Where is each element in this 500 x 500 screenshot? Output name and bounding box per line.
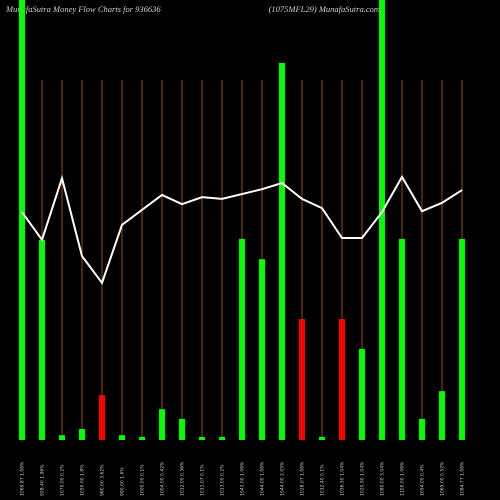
- bar: [39, 239, 45, 440]
- money-flow-line: [21, 174, 463, 286]
- bar: [219, 436, 225, 440]
- bar: [119, 435, 125, 440]
- x-tick-label: 1028.07 1.06%: [300, 461, 306, 496]
- x-tick-label: 990.00 1.6%: [120, 467, 126, 496]
- x-tick-label: 1044.00 2.05%: [280, 461, 286, 496]
- bar: [459, 238, 465, 440]
- x-tick-label: 1036.50 1.04%: [340, 461, 346, 496]
- chart-subtitle: (1075MFL29) MunafaSutra.com: [269, 4, 380, 14]
- x-tick-label: 1080.00 3.04%: [380, 461, 386, 496]
- x-tick-label: 1020.90 1.04%: [360, 461, 366, 496]
- x-tick-label: 1084.77 1.06%: [460, 461, 466, 496]
- bar: [279, 62, 285, 441]
- bar: [299, 319, 305, 440]
- bar: [379, 0, 385, 440]
- bar: [419, 418, 425, 440]
- chart-title: MunafaSutra Money Flow Charts for 936636: [5, 4, 161, 14]
- x-tick-label: 1012.40 0.1%: [320, 464, 326, 496]
- bar: [339, 319, 345, 440]
- x-tick-label: 1011.07 0.1%: [200, 464, 206, 496]
- x-tick-label: 928.40 1.96%: [40, 464, 46, 496]
- bar: [179, 418, 185, 440]
- bar: [319, 436, 325, 440]
- x-tick-label: 1069.87 1.06%: [20, 461, 26, 496]
- bar: [99, 395, 105, 440]
- x-tick-label: 960.00 3.62%: [100, 464, 106, 496]
- bar: [239, 238, 245, 440]
- x-tick-label: 1050.00 1.8%: [80, 464, 86, 496]
- bar: [439, 391, 445, 440]
- bar: [199, 436, 205, 440]
- bar: [139, 436, 145, 440]
- bar: [159, 409, 165, 440]
- bar: [359, 348, 365, 440]
- bar: [259, 259, 265, 440]
- x-tick-label: 1070.00 0.2%: [60, 464, 66, 496]
- x-tick-label: 1100.00 1.06%: [400, 461, 406, 496]
- x-tick-label: 1044.00 1.06%: [260, 461, 266, 496]
- bar: [399, 238, 405, 440]
- x-tick-label: 1013.00 0.2%: [220, 464, 226, 496]
- x-tick-label: 1065.00 0.52%: [440, 461, 446, 496]
- x-tick-label: 1042.00 1.06%: [240, 461, 246, 496]
- bar: [59, 435, 65, 440]
- x-tick-label: 1012.00 0.36%: [180, 461, 186, 496]
- x-tick-label: 1000.00 0.1%: [140, 464, 146, 496]
- bar: [19, 0, 25, 440]
- x-tick-label: 1094.00 0.4%: [420, 464, 426, 496]
- bar: [79, 429, 85, 440]
- x-tick-label: 1004.00 0.42%: [160, 461, 166, 496]
